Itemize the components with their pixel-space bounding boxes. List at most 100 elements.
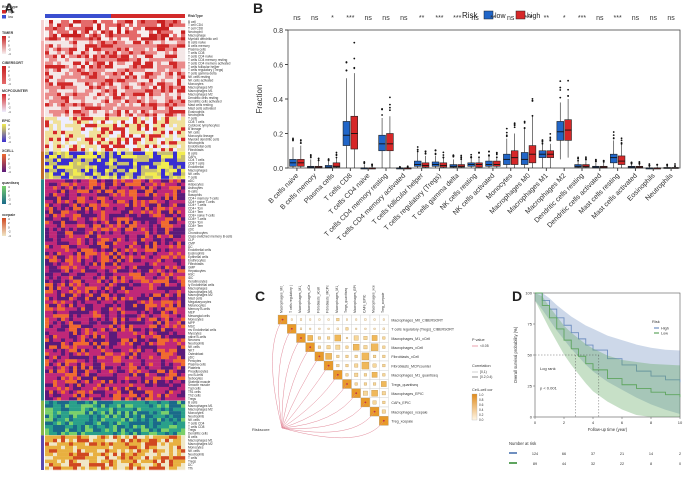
heatmap-cell: [137, 411, 142, 415]
heatmap-row: [45, 442, 186, 446]
heatmap-cell: [61, 300, 66, 305]
heatmap-cell: [157, 352, 162, 356]
heatmap-cell: [57, 456, 62, 460]
heatmap-cell: [57, 44, 62, 48]
heatmap-cell: [101, 414, 106, 419]
heatmap-cell: [101, 317, 106, 322]
heatmap-cell: [105, 189, 110, 194]
heatmap-cell: [129, 96, 134, 100]
heatmap-cell: [89, 65, 94, 69]
heatmap-cell: [165, 435, 170, 440]
heatmap-cell: [101, 241, 106, 246]
heatmap-cell: [93, 345, 98, 350]
heatmap-cell: [137, 400, 142, 405]
heatmap-cell: [125, 20, 130, 24]
heatmap-cell: [53, 459, 58, 464]
heatmap-cell: [177, 414, 182, 419]
heatmap-cell: [125, 386, 130, 391]
heatmap-cell: [153, 78, 158, 83]
heatmap-cell: [181, 148, 186, 152]
heatmap-cell: [57, 92, 62, 97]
heatmap-cell: [177, 82, 182, 86]
heatmap-cell: [177, 189, 182, 194]
heatmap-cell: [109, 116, 114, 121]
heatmap-cell: [101, 359, 106, 363]
heatmap-cell: [105, 265, 110, 270]
heatmap-cell: [81, 452, 86, 457]
heatmap-cell: [165, 331, 170, 336]
heatmap-cell: [125, 331, 130, 336]
heatmap-cell: [105, 137, 110, 142]
heatmap-row: [45, 193, 186, 197]
heatmap-row: [45, 155, 186, 159]
heatmap-row: [45, 141, 186, 145]
heatmap-cell: [81, 203, 86, 208]
heatmap-cell: [157, 290, 162, 294]
heatmap-cell: [109, 238, 114, 242]
heatmap-cell: [109, 466, 114, 471]
heatmap-cell: [85, 96, 90, 100]
heatmap-cell: [77, 200, 82, 204]
heatmap-row: [45, 269, 186, 273]
heatmap-cell: [85, 376, 90, 381]
heatmap-cell: [69, 248, 74, 253]
heatmap-cell: [65, 172, 70, 176]
heatmap-cell: [153, 30, 158, 35]
heatmap-cell: [93, 425, 98, 429]
heatmap-cell: [165, 414, 170, 419]
heatmap-cell: [77, 165, 82, 170]
heatmap-cell: [45, 352, 50, 356]
heatmap-cell: [77, 456, 82, 460]
heatmap-cell: [169, 269, 174, 273]
heatmap-cell: [161, 58, 166, 62]
heatmap-cell: [113, 193, 118, 197]
heatmap-cell: [53, 186, 58, 190]
heatmap-row: [45, 345, 186, 350]
heatmap-cell: [121, 341, 126, 346]
heatmap-cell: [173, 414, 178, 419]
heatmap-cell: [165, 213, 170, 218]
heatmap-cell: [69, 186, 74, 190]
heatmap-cell: [93, 303, 98, 308]
heatmap-cell: [109, 200, 114, 204]
heatmap-cell: [153, 82, 158, 86]
heatmap-cell: [145, 435, 150, 440]
heatmap-cell: [181, 26, 186, 31]
heatmap-cell: [181, 393, 186, 398]
heatmap-row-label: NKT: [188, 349, 194, 353]
heatmap-cell: [57, 352, 62, 356]
heatmap-cell: [165, 463, 170, 467]
heatmap-row: [45, 438, 186, 443]
heatmap-cell: [53, 151, 58, 156]
heatmap-cell: [157, 144, 162, 149]
heatmap-cell: [173, 58, 178, 62]
legend-title: MCPCOUNTER: [2, 89, 28, 93]
heatmap-cell: [53, 110, 58, 114]
heatmap-cell: [141, 404, 146, 408]
heatmap-cell: [65, 445, 70, 450]
heatmap-cell: [173, 127, 178, 131]
heatmap-cell: [93, 296, 98, 301]
heatmap-cell: [169, 425, 174, 429]
heatmap-cell: [109, 272, 114, 277]
heatmap-cell: [177, 68, 182, 73]
heatmap-cell: [173, 137, 178, 142]
heatmap-cell: [73, 23, 78, 28]
heatmap-cell: [169, 148, 174, 152]
heatmap-cell: [109, 300, 114, 305]
heatmap-cell: [105, 369, 110, 374]
heatmap-cell: [173, 217, 178, 221]
heatmap-cell: [133, 75, 138, 80]
heatmap-cell: [109, 376, 114, 381]
heatmap-cell: [73, 400, 78, 405]
heatmap-cell: [169, 335, 174, 339]
heatmap-cell: [85, 345, 90, 350]
heatmap-row-label: Macrophages M1: [188, 439, 213, 443]
heatmap-cell: [165, 442, 170, 446]
heatmap-cell: [85, 324, 90, 329]
heatmap-cell: [89, 265, 94, 270]
heatmap-cell: [45, 26, 50, 31]
heatmap-cell: [97, 463, 102, 467]
heatmap-cell: [133, 71, 138, 76]
heatmap-cell: [149, 407, 154, 412]
